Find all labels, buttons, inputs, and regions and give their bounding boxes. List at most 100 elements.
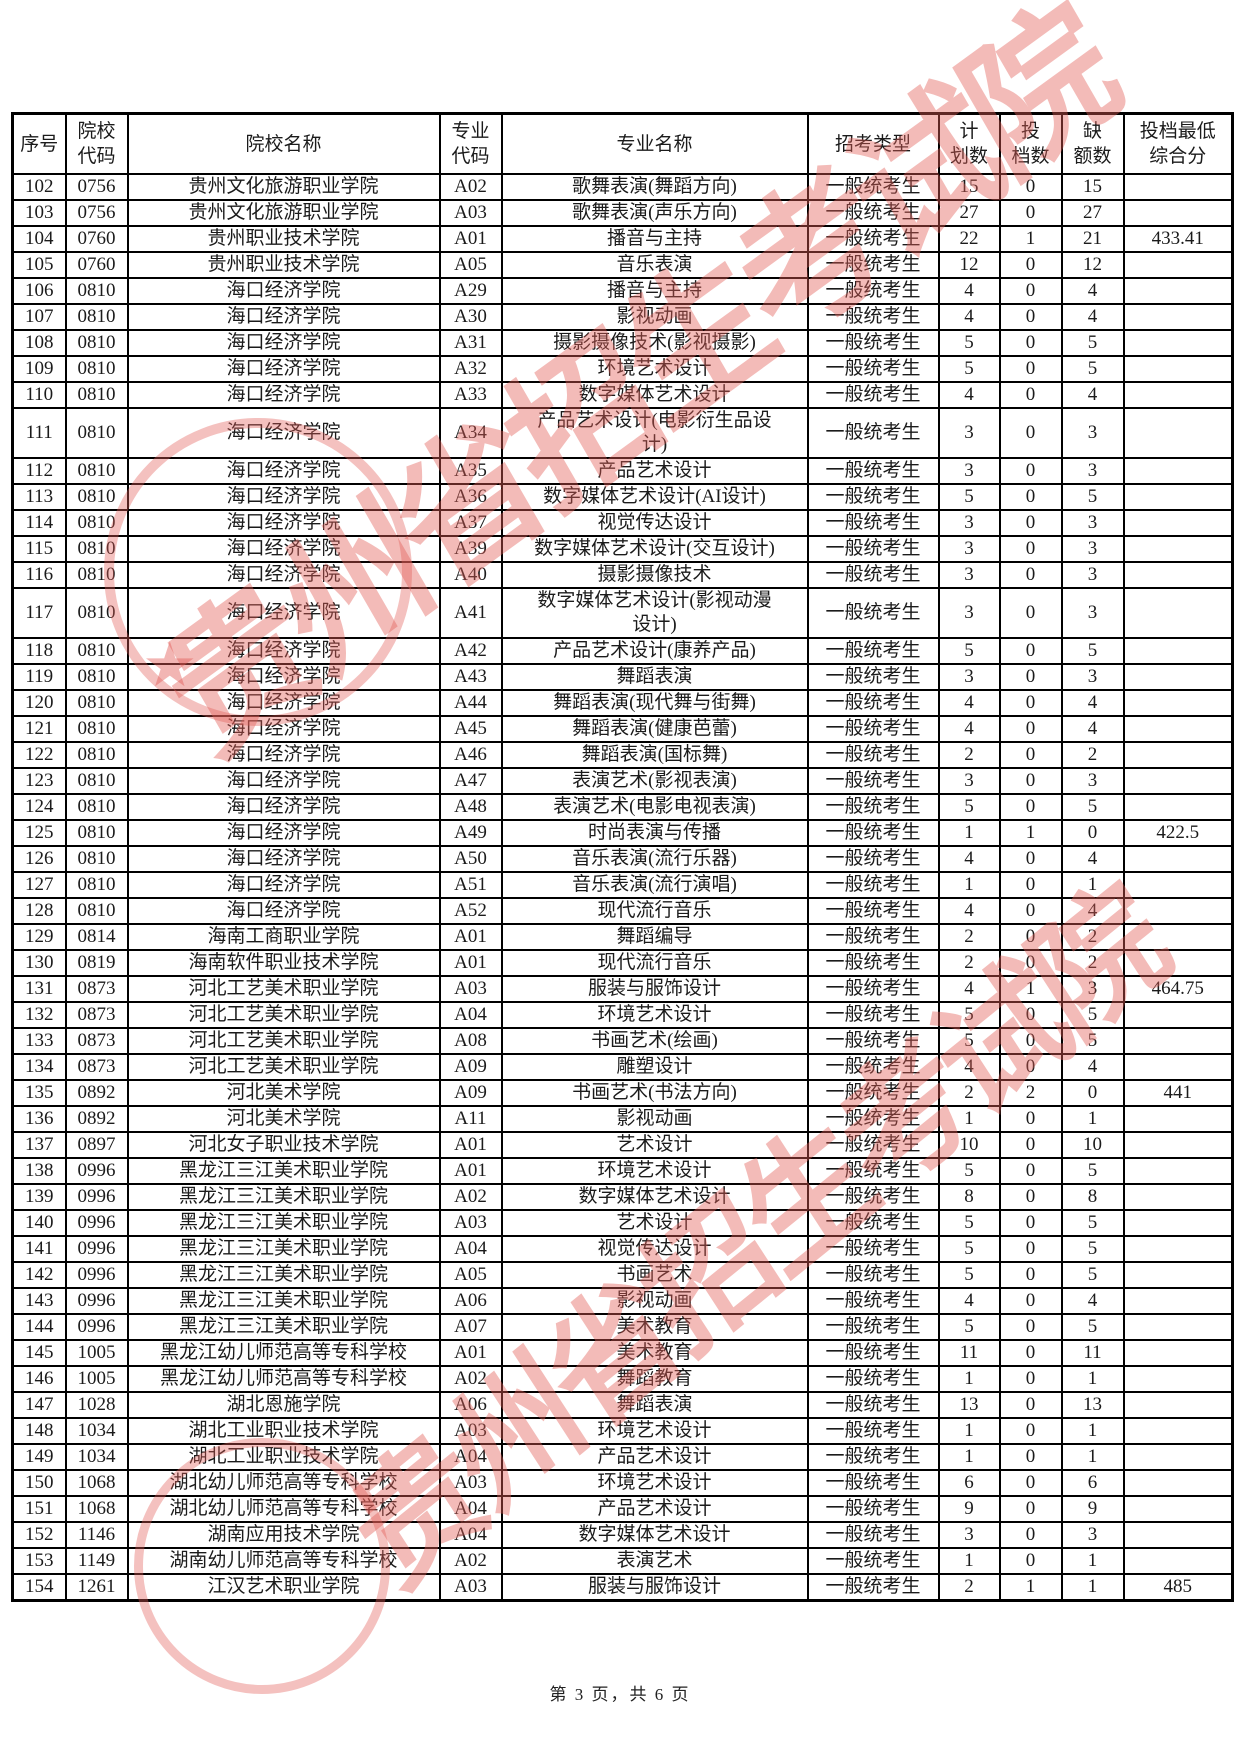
cell-major-code: A02 xyxy=(438,1547,503,1575)
cell-min-score xyxy=(1122,381,1234,409)
table-row: 125 0810 海口经济学院 A49 时尚表演与传播 一般统考生 1 1 0 422.5 xyxy=(11,819,1234,847)
cell-min-score xyxy=(1122,173,1234,201)
cell-college-code: 0996 xyxy=(64,1287,129,1315)
cell-major-name: 产品艺术设计(电影衍生品设 计) xyxy=(500,407,809,459)
cell-plan-count: 1 xyxy=(937,1365,1001,1393)
cell-college-name: 贵州文化旅游职业学院 xyxy=(126,173,441,201)
cell-college-code: 0810 xyxy=(64,277,129,305)
cell-no: 123 xyxy=(11,767,67,795)
cell-exam-type: 一般统考生 xyxy=(806,1339,940,1367)
cell-filed-count: 0 xyxy=(998,923,1063,951)
cell-college-name: 海口经济学院 xyxy=(126,329,441,357)
cell-major-name: 数字媒体艺术设计 xyxy=(500,1183,809,1211)
cell-vacancy-count: 8 xyxy=(1060,1183,1125,1211)
cell-vacancy-count: 2 xyxy=(1060,923,1125,951)
cell-college-code: 0810 xyxy=(64,381,129,409)
cell-no: 143 xyxy=(11,1287,67,1315)
cell-exam-type: 一般统考生 xyxy=(806,975,940,1003)
cell-filed-count: 0 xyxy=(998,1469,1063,1497)
col-header-college-code: 院校 代码 xyxy=(64,112,129,175)
cell-no: 130 xyxy=(11,949,67,977)
cell-college-name: 海口经济学院 xyxy=(126,457,441,485)
cell-vacancy-count: 21 xyxy=(1060,225,1125,253)
cell-college-code: 0760 xyxy=(64,225,129,253)
cell-major-name: 环境艺术设计 xyxy=(500,1469,809,1497)
cell-plan-count: 1 xyxy=(937,819,1001,847)
cell-plan-count: 4 xyxy=(937,689,1001,717)
cell-min-score xyxy=(1122,767,1234,795)
cell-major-code: A01 xyxy=(438,1157,503,1185)
col-header-plan-count: 计 划数 xyxy=(937,112,1001,175)
cell-no: 153 xyxy=(11,1547,67,1575)
cell-college-name: 海口经济学院 xyxy=(126,715,441,743)
cell-vacancy-count: 1 xyxy=(1060,1573,1125,1602)
cell-filed-count: 0 xyxy=(998,457,1063,485)
cell-filed-count: 0 xyxy=(998,663,1063,691)
cell-no: 138 xyxy=(11,1157,67,1185)
cell-min-score xyxy=(1122,483,1234,511)
cell-major-code: A11 xyxy=(438,1105,503,1133)
cell-college-name: 海口经济学院 xyxy=(126,637,441,665)
cell-major-code: A36 xyxy=(438,483,503,511)
cell-exam-type: 一般统考生 xyxy=(806,407,940,459)
table-row: 104 0760 贵州职业技术学院 A01 播音与主持 一般统考生 22 1 21 433.41 xyxy=(11,225,1234,253)
cell-vacancy-count: 10 xyxy=(1060,1131,1125,1159)
cell-vacancy-count: 6 xyxy=(1060,1469,1125,1497)
cell-min-score xyxy=(1122,637,1234,665)
cell-college-code: 1261 xyxy=(64,1573,129,1602)
cell-plan-count: 4 xyxy=(937,975,1001,1003)
cell-exam-type: 一般统考生 xyxy=(806,1131,940,1159)
table-row: 114 0810 海口经济学院 A37 视觉传达设计 一般统考生 3 0 3 xyxy=(11,509,1234,537)
cell-major-name: 影视动画 xyxy=(500,1105,809,1133)
table-row: 109 0810 海口经济学院 A32 环境艺术设计 一般统考生 5 0 5 xyxy=(11,355,1234,383)
cell-college-code: 1149 xyxy=(64,1547,129,1575)
cell-major-code: A52 xyxy=(438,897,503,925)
cell-vacancy-count: 1 xyxy=(1060,1365,1125,1393)
cell-college-name: 海口经济学院 xyxy=(126,793,441,821)
cell-no: 151 xyxy=(11,1495,67,1523)
cell-no: 115 xyxy=(11,535,67,563)
cell-plan-count: 10 xyxy=(937,1131,1001,1159)
cell-plan-count: 5 xyxy=(937,355,1001,383)
cell-plan-count: 1 xyxy=(937,871,1001,899)
cell-vacancy-count: 3 xyxy=(1060,457,1125,485)
cell-plan-count: 5 xyxy=(937,793,1001,821)
cell-college-code: 0996 xyxy=(64,1313,129,1341)
cell-vacancy-count: 11 xyxy=(1060,1339,1125,1367)
cell-plan-count: 4 xyxy=(937,1287,1001,1315)
cell-college-name: 河北工艺美术职业学院 xyxy=(126,975,441,1003)
cell-plan-count: 12 xyxy=(937,251,1001,279)
cell-filed-count: 1 xyxy=(998,819,1063,847)
cell-filed-count: 0 xyxy=(998,1417,1063,1445)
cell-filed-count: 0 xyxy=(998,251,1063,279)
cell-filed-count: 1 xyxy=(998,975,1063,1003)
cell-exam-type: 一般统考生 xyxy=(806,949,940,977)
cell-vacancy-count: 1 xyxy=(1060,1547,1125,1575)
cell-vacancy-count: 4 xyxy=(1060,715,1125,743)
cell-exam-type: 一般统考生 xyxy=(806,1573,940,1602)
cell-college-code: 0756 xyxy=(64,199,129,227)
cell-college-name: 湖北恩施学院 xyxy=(126,1391,441,1419)
cell-major-name: 艺术设计 xyxy=(500,1131,809,1159)
cell-college-name: 河北工艺美术职业学院 xyxy=(126,1053,441,1081)
cell-college-name: 湖北工业职业技术学院 xyxy=(126,1443,441,1471)
cell-major-name: 影视动画 xyxy=(500,1287,809,1315)
cell-plan-count: 4 xyxy=(937,381,1001,409)
cell-major-name: 舞蹈表演(现代舞与街舞) xyxy=(500,689,809,717)
cell-no: 107 xyxy=(11,303,67,331)
cell-no: 133 xyxy=(11,1027,67,1055)
cell-plan-count: 3 xyxy=(937,663,1001,691)
cell-major-code: A03 xyxy=(438,199,503,227)
cell-college-name: 湖南应用技术学院 xyxy=(126,1521,441,1549)
cell-major-name: 表演艺术 xyxy=(500,1547,809,1575)
cell-major-name: 摄影摄像技术 xyxy=(500,561,809,589)
cell-plan-count: 5 xyxy=(937,1001,1001,1029)
cell-min-score xyxy=(1122,1287,1234,1315)
cell-college-code: 0810 xyxy=(64,637,129,665)
cell-exam-type: 一般统考生 xyxy=(806,1547,940,1575)
cell-no: 121 xyxy=(11,715,67,743)
cell-vacancy-count: 5 xyxy=(1060,793,1125,821)
cell-college-code: 0873 xyxy=(64,1053,129,1081)
cell-no: 135 xyxy=(11,1079,67,1107)
cell-min-score xyxy=(1122,1443,1234,1471)
